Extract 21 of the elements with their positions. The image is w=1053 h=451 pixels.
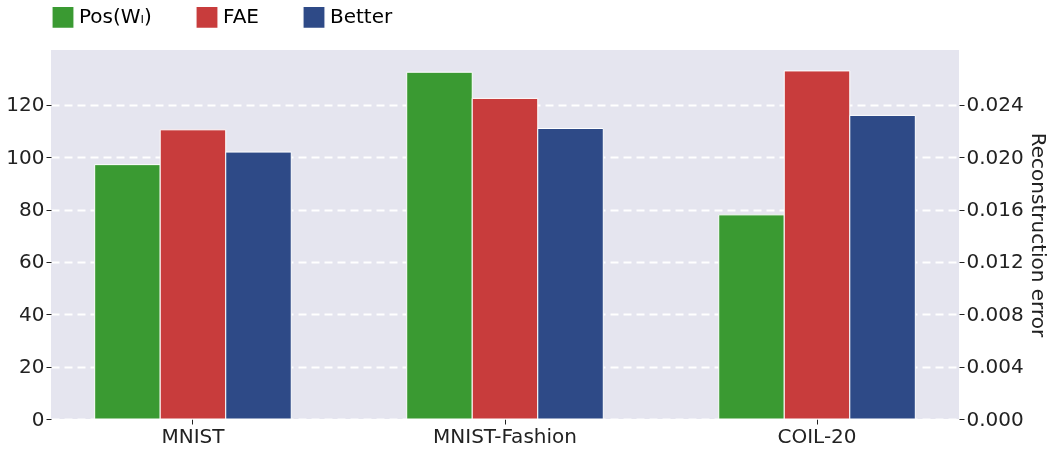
x-tick-label: MNIST-Fashion (433, 423, 577, 448)
y2-tick-label: 0.012 (966, 249, 1024, 274)
x-tick-label: COIL-20 (777, 423, 857, 448)
y2-tick-label: 0.004 (966, 354, 1024, 379)
y-tick-label: 120 (6, 92, 45, 117)
y2-tick-label: 0.008 (966, 301, 1024, 326)
legend-label: FAE (223, 4, 259, 29)
legend-label: Better (330, 4, 394, 29)
y-tick-label: 40 (19, 301, 45, 326)
y-tick-label: 80 (19, 197, 45, 222)
legend-label: Pos(Wₗ) (79, 4, 152, 29)
y2-tick-label: 0.000 (966, 406, 1024, 431)
y-tick-label: 60 (19, 249, 45, 274)
y2-axis-title: Reconstruction error (1026, 132, 1051, 338)
y-tick-label: 0 (31, 406, 45, 431)
y2-tick-label: 0.024 (966, 92, 1024, 117)
y2-tick-label: 0.020 (966, 144, 1024, 169)
y2-tick-label: 0.016 (966, 197, 1024, 222)
x-tick-label: MNIST (161, 423, 226, 448)
y-tick-label: 100 (6, 144, 45, 169)
y-tick-label: 20 (19, 354, 45, 379)
